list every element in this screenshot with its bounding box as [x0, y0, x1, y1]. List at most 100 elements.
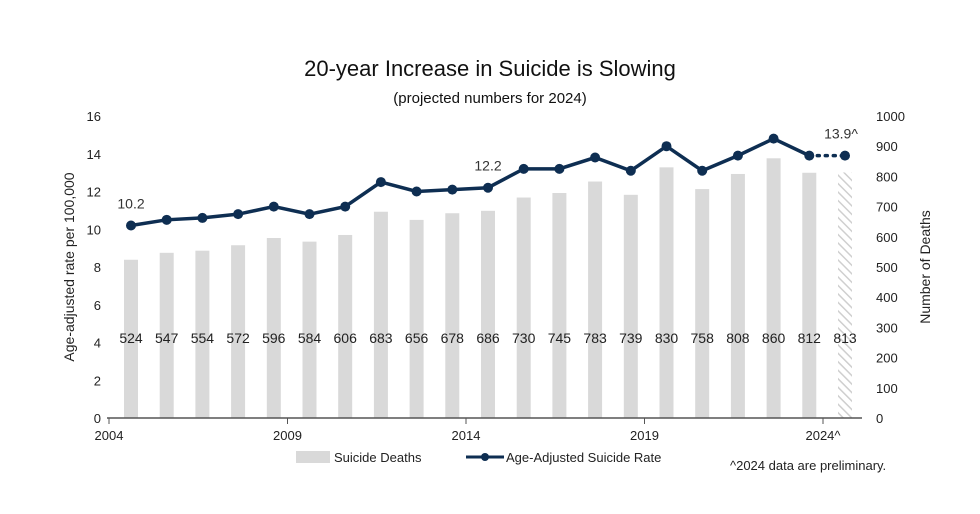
- y-left-tick-16: 16: [87, 109, 101, 124]
- y-right-tick-0: 0: [876, 411, 883, 426]
- rate-point-2021: [732, 150, 743, 161]
- rate-point-2022: [768, 133, 779, 144]
- y-right-tick-900: 900: [876, 139, 898, 154]
- bar-2018: [623, 194, 638, 418]
- footnote: ^2024 data are preliminary.: [730, 458, 886, 473]
- y-left-tick-12: 12: [87, 185, 101, 200]
- chart-title: 20-year Increase in Suicide is Slowing: [304, 56, 676, 81]
- rate-point-2019: [661, 141, 672, 152]
- y-axis-right-label: Number of Deaths: [917, 210, 933, 324]
- legend: Suicide Deaths Age-Adjusted Suicide Rate: [296, 450, 661, 465]
- y-right-tick-500: 500: [876, 260, 898, 275]
- y-right-tick-800: 800: [876, 169, 898, 184]
- bar-label-2007: 572: [226, 330, 250, 346]
- rate-point-2024: [840, 150, 850, 161]
- rate-point-2016: [554, 163, 565, 174]
- rate-point-2008: [268, 201, 279, 212]
- bar-2013: [445, 213, 460, 418]
- bar-label-2020: 758: [691, 330, 715, 346]
- bar-2016: [552, 193, 567, 418]
- y-right-tick-300: 300: [876, 320, 898, 335]
- bar-label-2021: 808: [726, 330, 750, 346]
- bar-2020: [695, 189, 710, 418]
- bar-label-2014: 686: [476, 330, 500, 346]
- y-right-tick-400: 400: [876, 290, 898, 305]
- rate-point-2005: [161, 214, 172, 225]
- bar-label-2016: 745: [548, 330, 572, 346]
- bar-2015: [516, 197, 531, 418]
- bar-2007: [231, 245, 246, 418]
- x-tick-2014: 2014: [452, 428, 481, 443]
- bar-label-2024: 813: [833, 330, 857, 346]
- bar-label-2011: 683: [369, 330, 393, 346]
- rate-point-2014: [483, 182, 493, 193]
- rate-point-2013: [447, 184, 458, 195]
- y-right-tick-100: 100: [876, 381, 898, 396]
- bar-2009: [302, 241, 317, 418]
- bar-label-2009: 584: [298, 330, 322, 346]
- rate-point-2004: [126, 220, 136, 231]
- bar-2014: [481, 210, 495, 418]
- y-left-tick-10: 10: [87, 222, 101, 237]
- chart-subtitle: (projected numbers for 2024): [393, 90, 586, 107]
- x-tick-2004: 2004: [95, 428, 124, 443]
- y-left-tick-14: 14: [87, 147, 101, 162]
- x-tick-2019: 2019: [630, 428, 659, 443]
- bar-2017: [588, 181, 603, 418]
- legend-marker-rate: [481, 453, 489, 461]
- rate-label-2014: 12.2: [474, 158, 501, 174]
- legend-label-deaths: Suicide Deaths: [334, 450, 422, 465]
- rate-point-2007: [233, 209, 244, 220]
- bar-label-2012: 656: [405, 330, 429, 346]
- bar-2010: [338, 234, 353, 418]
- legend-label-rate: Age-Adjusted Suicide Rate: [506, 450, 661, 465]
- bar-2021: [730, 173, 745, 418]
- y-right-tick-1000: 1000: [876, 109, 905, 124]
- y-left-tick-6: 6: [94, 298, 101, 313]
- x-tick-2009: 2009: [273, 428, 302, 443]
- y-right-tick-200: 200: [876, 351, 898, 366]
- rate-point-2006: [197, 212, 208, 223]
- bar-2019: [659, 167, 674, 418]
- bar-label-2015: 730: [512, 330, 536, 346]
- rate-point-2009: [304, 209, 315, 220]
- rate-label-2024: 13.9^: [824, 126, 858, 142]
- rate-point-2020: [697, 165, 708, 176]
- bar-2011: [373, 211, 388, 418]
- rate-point-2010: [340, 201, 351, 212]
- bar-label-2008: 596: [262, 330, 286, 346]
- y-left-tick-2: 2: [94, 373, 101, 388]
- bar-label-2018: 739: [619, 330, 643, 346]
- legend-swatch-deaths: [296, 451, 330, 463]
- rate-label-2004: 10.2: [117, 195, 144, 211]
- bar-2005: [159, 252, 174, 418]
- y-left-tick-0: 0: [94, 411, 101, 426]
- bar-2023: [802, 172, 817, 418]
- rate-point-2011: [375, 177, 386, 188]
- bar-2006: [195, 250, 210, 418]
- bar-label-2017: 783: [583, 330, 607, 346]
- x-tick-2024^: 2024^: [805, 428, 841, 443]
- y-left-tick-8: 8: [94, 260, 101, 275]
- rate-point-2012: [411, 186, 422, 197]
- y-right-tick-600: 600: [876, 230, 898, 245]
- rate-point-2023: [804, 150, 815, 161]
- rate-point-2018: [625, 165, 636, 176]
- bar-label-2004: 524: [119, 330, 143, 346]
- bar-2008: [266, 238, 281, 418]
- y-right-tick-700: 700: [876, 200, 898, 215]
- bar-label-2022: 860: [762, 330, 786, 346]
- bar-2022: [766, 158, 781, 418]
- bar-label-2023: 812: [798, 330, 822, 346]
- y-left-tick-4: 4: [94, 336, 101, 351]
- rate-line: [130, 136, 811, 228]
- y-axis-left-label: Age-adjusted rate per 100,000: [61, 172, 77, 361]
- bar-2012: [409, 219, 424, 418]
- bar-label-2019: 830: [655, 330, 679, 346]
- bar-label-2010: 606: [334, 330, 358, 346]
- rate-point-2017: [590, 152, 601, 163]
- bar-label-2013: 678: [441, 330, 465, 346]
- bar-2004: [124, 259, 138, 418]
